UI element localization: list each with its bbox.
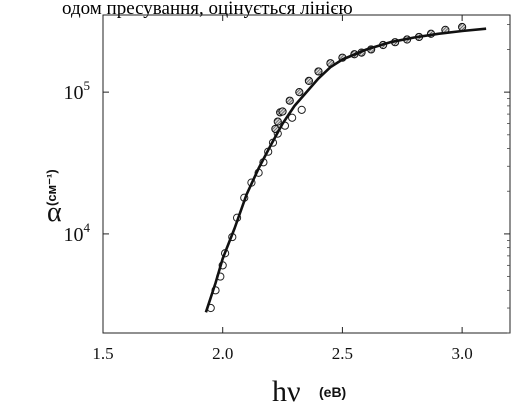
- hatched-circle-point: [273, 117, 282, 126]
- hatched-circle-point: [278, 107, 287, 116]
- hatched-circle-point: [314, 67, 323, 76]
- data-series: [204, 22, 487, 313]
- open-circle-point: [297, 105, 306, 114]
- plot-frame: [102, 14, 511, 334]
- y-axis-unit: (см⁻¹): [44, 169, 59, 206]
- x-tick-label: 2.5: [332, 344, 353, 363]
- x-axis-label: hν: [272, 375, 301, 405]
- hatched-circle-point: [304, 76, 313, 86]
- hatched-circle-point: [295, 88, 304, 97]
- x-tick-label: 3.0: [451, 344, 472, 363]
- x-tick-label: 1.5: [92, 344, 113, 363]
- header-text: одом пресування, оцінується лінією: [62, 0, 353, 19]
- y-tick-base: 10: [64, 82, 84, 104]
- y-axis-label: α: [47, 197, 62, 228]
- y-tick-exponent: 5: [84, 78, 91, 93]
- fit-curve: [204, 27, 487, 313]
- x-axis-unit: (eB): [319, 384, 346, 400]
- hatched-circle-point: [285, 96, 294, 105]
- open-circle-point: [288, 113, 297, 122]
- x-tick-label: 2.0: [212, 344, 233, 363]
- y-tick-base: 10: [64, 224, 84, 246]
- y-tick-label: 104: [64, 220, 91, 246]
- y-tick-label: 105: [64, 78, 91, 104]
- x-axis: 1.5 2.0 2.5 3.0: [92, 15, 473, 363]
- y-tick-exponent: 4: [84, 220, 91, 235]
